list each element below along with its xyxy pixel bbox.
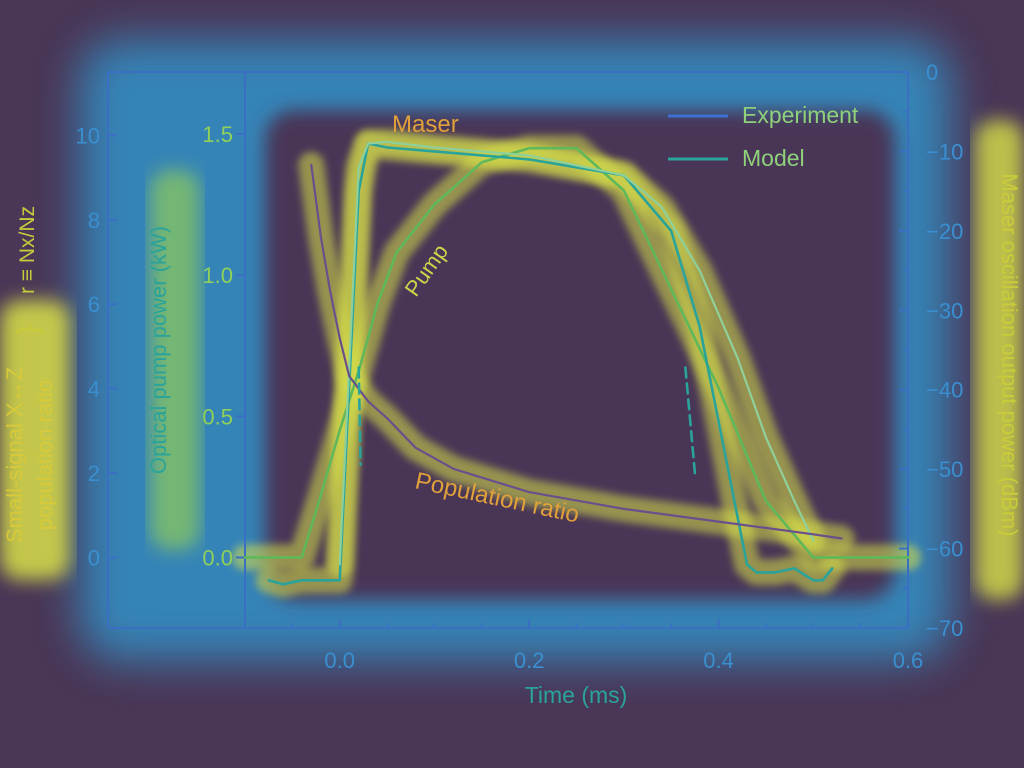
left-axis-title-line1: Small-signal X↔Z xyxy=(2,367,27,543)
heat-pump-label xyxy=(150,170,200,550)
heat-left-label xyxy=(0,300,70,580)
population-tick-label: 2 xyxy=(88,461,100,486)
curves xyxy=(243,140,910,586)
maser-tick-label: 0 xyxy=(926,60,938,85)
series-line-population-ratio-model xyxy=(310,163,843,540)
maser-tick-label: −60 xyxy=(926,537,963,562)
x-tick-label: 0.6 xyxy=(893,648,924,673)
x-tick-label: 0.2 xyxy=(514,648,545,673)
maser-axis-title: Maser oscillation output power (dBm) xyxy=(997,173,1022,536)
series-line-maser-threshold-dashed xyxy=(684,366,697,475)
heat-right-label xyxy=(975,120,1024,600)
maser-tick-label: −50 xyxy=(926,457,963,482)
maser-tick-label: −30 xyxy=(926,298,963,323)
maser-tick-label: −40 xyxy=(926,378,963,403)
population-tick-label: 4 xyxy=(88,377,100,402)
maser-tick-label: −20 xyxy=(926,219,963,244)
maser-tick-label: −10 xyxy=(926,139,963,164)
population-tick-label: 10 xyxy=(76,123,100,148)
legend-label-experiment: Experiment xyxy=(742,102,859,128)
series-line-pump-experiment xyxy=(243,146,910,559)
population-tick-label: 0 xyxy=(88,545,100,570)
legend: Experiment Model xyxy=(668,102,859,171)
population-tick-label: 8 xyxy=(88,208,100,233)
pump-tick-label: 1.0 xyxy=(202,263,233,288)
legend-label-model: Model xyxy=(742,145,805,171)
x-tick-label: 0.0 xyxy=(324,648,355,673)
left-axis-title-line2: population ratio xyxy=(32,380,57,530)
left-axis-brace: } xyxy=(12,325,45,335)
pump-tick-label: 1.5 xyxy=(202,122,233,147)
annotation-maser: Maser xyxy=(392,111,459,138)
x-axis-title: Time (ms) xyxy=(525,682,628,708)
pump-tick-label: 0.0 xyxy=(202,545,233,570)
left-axis-bracket-label: r ≡ Nx/Nz xyxy=(16,206,39,294)
series-line-maser-model xyxy=(338,140,815,566)
axes: 0.0 0.2 0.4 0.6 0 2 4 6 8 10 0.0 0.5 1.0 1.5 0 −10 −20 −3… xyxy=(76,60,964,673)
x-tick-label: 0.4 xyxy=(703,648,734,673)
series-line-maser-experiment xyxy=(267,142,834,586)
pump-axis-title: Optical pump power (kW) xyxy=(146,226,171,474)
pump-tick-label: 0.5 xyxy=(202,404,233,429)
maser-tick-label: −70 xyxy=(926,616,963,641)
population-tick-label: 6 xyxy=(88,292,100,317)
series-line-maser-threshold-dashed xyxy=(357,366,362,466)
